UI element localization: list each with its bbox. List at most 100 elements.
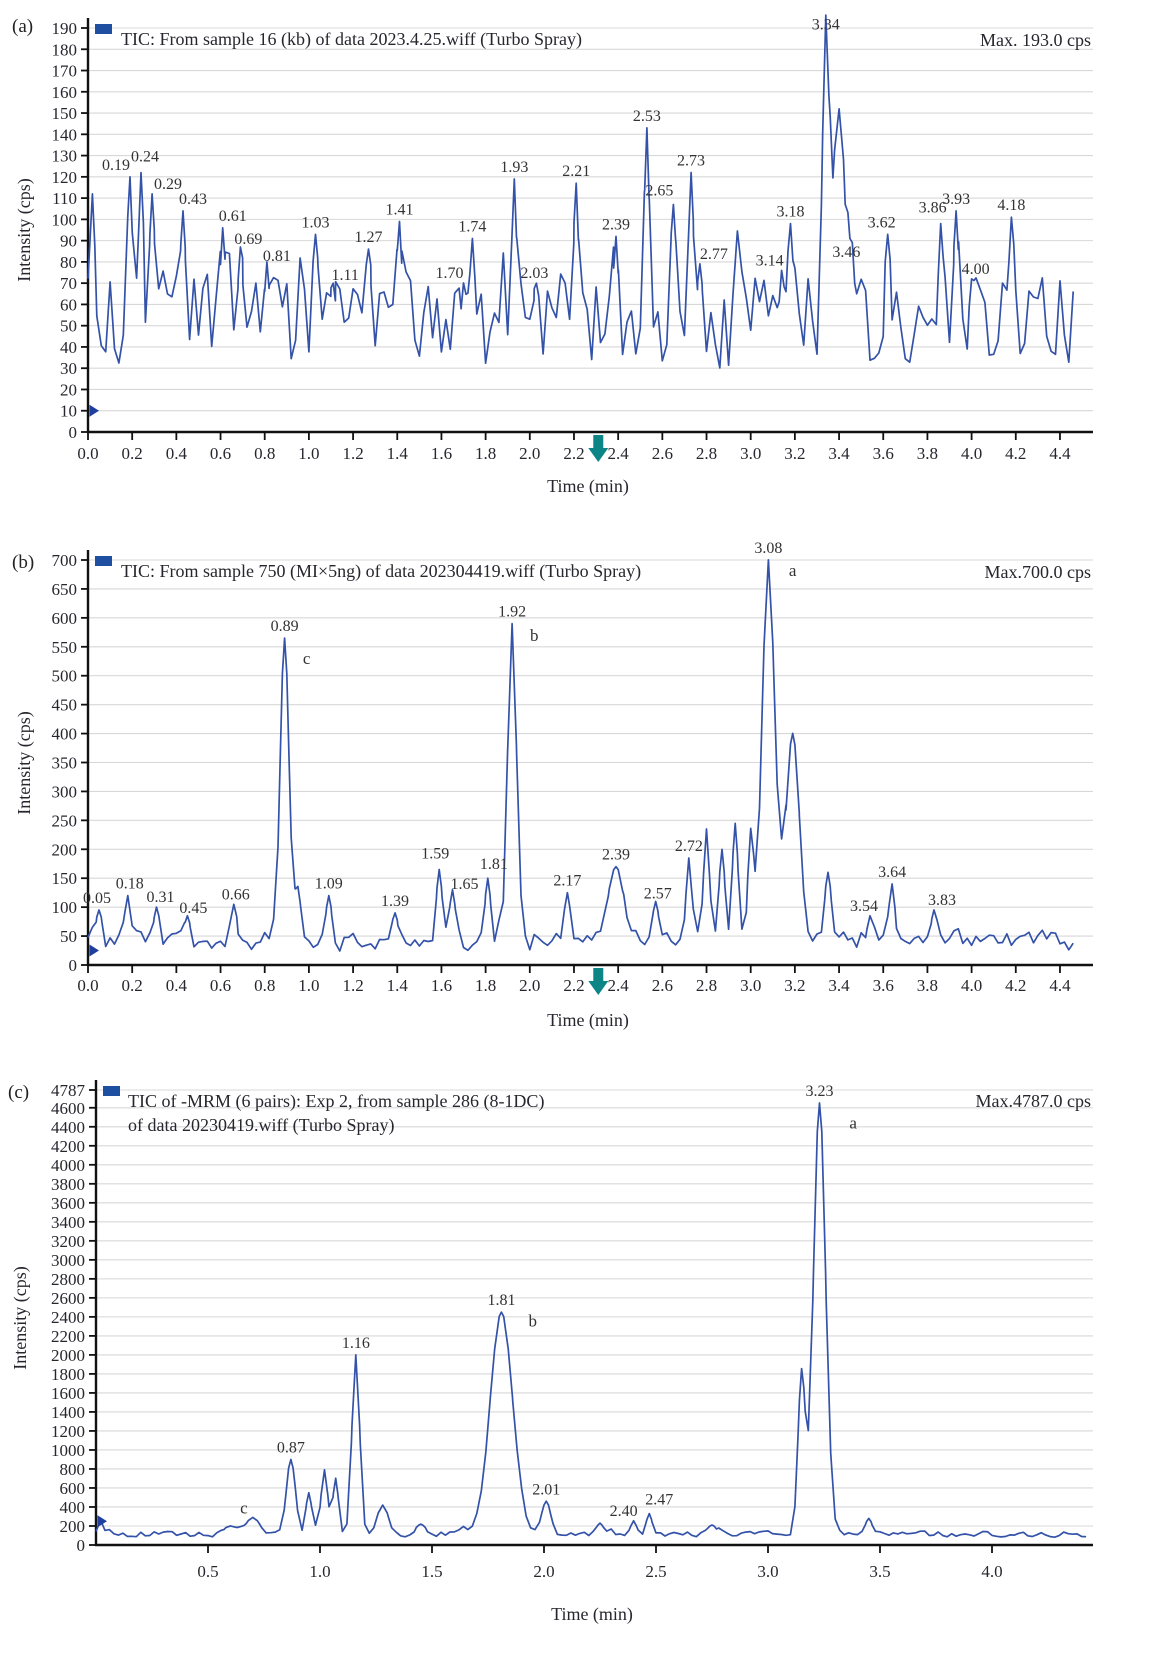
peak-label: 2.65 — [645, 182, 673, 199]
peak-label: 3.86 — [919, 200, 947, 217]
y-tick-label: 3800 — [51, 1175, 85, 1194]
peak-label: 3.08 — [754, 540, 782, 557]
x-tick-label: 2.2 — [563, 444, 584, 463]
x-tick-label: 1.0 — [298, 444, 319, 463]
x-tick-label: 4.0 — [961, 976, 982, 995]
y-tick-label: 2600 — [51, 1289, 85, 1308]
y-tick-label: 200 — [52, 840, 78, 859]
trace-start-marker-icon — [97, 1515, 107, 1528]
compound-annotation: b — [529, 1311, 538, 1330]
x-tick-label: 0.6 — [210, 976, 231, 995]
panel-title: TIC of -MRM (6 pairs): Exp 2, from sampl… — [128, 1091, 544, 1112]
y-tick-label: 4400 — [51, 1118, 85, 1137]
y-tick-label: 4600 — [51, 1099, 85, 1118]
peak-label: 2.72 — [675, 838, 703, 855]
x-tick-label: 3.6 — [873, 444, 894, 463]
x-tick-label: 2.8 — [696, 976, 717, 995]
x-tick-label: 1.5 — [421, 1562, 442, 1581]
y-tick-label: 20 — [60, 380, 77, 399]
x-tick-label: 2.2 — [563, 976, 584, 995]
x-tick-label: 0.2 — [122, 976, 143, 995]
y-tick-label: 1200 — [51, 1422, 85, 1441]
x-tick-label: 2.6 — [652, 976, 673, 995]
y-tick-label: 450 — [52, 696, 78, 715]
x-axis-title: Time (min) — [547, 1010, 629, 1031]
peak-label: 0.61 — [219, 208, 247, 225]
peak-label: 2.39 — [602, 847, 630, 864]
x-tick-label: 0.2 — [122, 444, 143, 463]
y-axis-title: Intensity (cps) — [14, 711, 35, 814]
peak-label: 1.16 — [342, 1335, 370, 1352]
peak-label: 3.83 — [928, 892, 956, 909]
peak-label: 1.74 — [458, 219, 486, 236]
peak-label: 0.31 — [146, 889, 174, 906]
y-tick-label: 140 — [52, 125, 78, 144]
peak-label: 3.14 — [756, 252, 784, 269]
y-tick-label: 250 — [52, 811, 78, 830]
x-tick-label: 0.8 — [254, 976, 275, 995]
y-tick-label: 2000 — [51, 1346, 85, 1365]
y-tick-label: 100 — [52, 210, 78, 229]
x-tick-label: 3.2 — [784, 444, 805, 463]
max-cps-label: Max. 193.0 cps — [980, 30, 1091, 50]
x-tick-label: 0.0 — [77, 976, 98, 995]
y-tick-label: 2800 — [51, 1270, 85, 1289]
y-tick-label: 180 — [52, 40, 78, 59]
y-tick-label: 0 — [77, 1536, 86, 1555]
y-tick-label: 4787 — [51, 1081, 86, 1100]
x-tick-label: 4.0 — [961, 444, 982, 463]
y-tick-label: 550 — [52, 638, 78, 657]
peak-label: 0.18 — [116, 876, 144, 893]
x-tick-label: 1.6 — [431, 444, 452, 463]
x-tick-label: 2.0 — [533, 1562, 554, 1581]
peak-label: 0.05 — [83, 890, 111, 907]
x-tick-label: 1.0 — [298, 976, 319, 995]
x-tick-label: 3.0 — [740, 444, 761, 463]
trace-start-marker-icon — [89, 944, 99, 957]
y-tick-label: 120 — [52, 168, 78, 187]
panel-a: 0 10 20 30 40 50 60 70 80 90 100 110 120 130 140 150 160… — [12, 14, 1093, 497]
x-tick-label: 2.0 — [519, 444, 540, 463]
peak-label: 3.54 — [850, 898, 878, 915]
y-tick-label: 400 — [60, 1498, 86, 1517]
y-tick-label: 110 — [52, 189, 77, 208]
y-tick-label: 150 — [52, 104, 78, 123]
y-tick-label: 650 — [52, 580, 78, 599]
x-tick-label: 1.8 — [475, 444, 496, 463]
peak-label: 3.34 — [812, 17, 840, 34]
panel-c: 0200400600800100012001400160018002000220… — [8, 1080, 1093, 1625]
peak-label: 0.69 — [234, 231, 262, 248]
y-tick-label: 300 — [52, 782, 78, 801]
y-axis-title: Intensity (cps) — [10, 1266, 31, 1369]
peak-label: 1.70 — [436, 265, 464, 282]
y-tick-label: 4000 — [51, 1156, 85, 1175]
x-tick-label: 2.8 — [696, 444, 717, 463]
peak-label: 3.46 — [832, 244, 860, 261]
peak-label: 1.81 — [480, 856, 508, 873]
y-tick-label: 170 — [52, 62, 78, 81]
y-tick-label: 40 — [60, 338, 77, 357]
peak-label: 1.11 — [331, 267, 358, 284]
x-tick-label: 1.6 — [431, 976, 452, 995]
x-tick-label: 0.4 — [166, 444, 188, 463]
peak-label: 0.29 — [154, 176, 182, 193]
peak-label: 2.01 — [532, 1481, 560, 1498]
peak-label: 2.53 — [633, 108, 661, 125]
x-tick-label: 0.0 — [77, 444, 98, 463]
x-tick-label: 4.2 — [1005, 444, 1026, 463]
peak-label: 2.40 — [610, 1503, 638, 1520]
x-tick-label: 1.8 — [475, 976, 496, 995]
x-tick-label: 3.6 — [873, 976, 894, 995]
x-tick-label: 4.0 — [981, 1562, 1002, 1581]
peak-label: 1.09 — [315, 876, 343, 893]
y-tick-label: 90 — [60, 232, 77, 251]
injection-arrow-icon — [588, 435, 609, 462]
y-tick-label: 3400 — [51, 1213, 85, 1232]
max-cps-label: Max.4787.0 cps — [976, 1091, 1092, 1111]
y-tick-label: 4200 — [51, 1137, 85, 1156]
panel-letter-c: (c) — [8, 1082, 29, 1103]
tic-trace-c — [95, 1102, 1087, 1539]
panel-letter-a: (a) — [12, 16, 33, 37]
x-tick-label: 3.8 — [917, 444, 938, 463]
peak-label: 3.93 — [942, 191, 970, 208]
